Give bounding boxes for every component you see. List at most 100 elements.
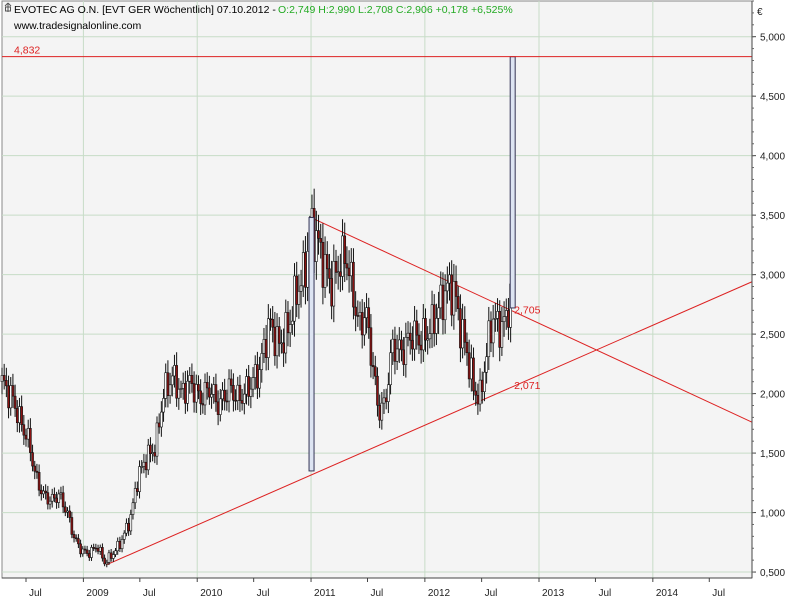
candle-body: [413, 320, 416, 350]
candle-body: [489, 320, 493, 344]
candle-body: [496, 311, 499, 319]
candle-body: [367, 307, 371, 329]
candle-body: [162, 398, 165, 413]
candle-body: [422, 318, 425, 351]
currency-symbol: €: [757, 7, 763, 18]
candle-body: [419, 344, 423, 351]
chart-title: EVOTEC AG O.N. [EVT GER Wöchentlich] 07.…: [14, 4, 276, 16]
candle-body: [273, 326, 277, 357]
x-tick-label: 2014: [656, 588, 679, 599]
candle-body: [57, 493, 61, 503]
candle-body: [7, 385, 10, 409]
candle-body: [179, 388, 183, 390]
x-tick-label: Jul: [485, 588, 498, 599]
candle-body: [491, 318, 495, 344]
candle-body: [18, 406, 21, 424]
candle-body: [247, 376, 250, 397]
candle-body: [29, 428, 32, 453]
candle-body: [116, 540, 119, 552]
candle-body: [360, 312, 364, 336]
candle-body: [2, 375, 6, 381]
candle-body: [325, 254, 329, 270]
candle-body: [13, 395, 17, 409]
candle-body: [301, 252, 305, 287]
horizontal-line-label: 4,832: [14, 45, 40, 57]
candle-body: [33, 465, 37, 472]
candle-body: [107, 552, 111, 563]
trendline-support[interactable]: [105, 281, 753, 566]
candle-body: [122, 532, 126, 540]
trendline-resistance[interactable]: [310, 217, 753, 423]
candle-body: [15, 408, 19, 424]
candle-body: [72, 534, 76, 539]
candle-body: [435, 318, 438, 334]
plot-area: [1, 0, 753, 579]
candle-body: [480, 379, 484, 393]
website-label: www.tradesignalonline.com: [13, 20, 141, 32]
candle-body: [304, 252, 307, 288]
candle-body: [397, 339, 401, 350]
x-tick-label: Jul: [29, 588, 42, 599]
candle-body: [144, 461, 148, 471]
candle-body: [214, 384, 218, 403]
candle-body: [363, 317, 366, 336]
candle-body: [258, 369, 261, 389]
candle-body: [417, 334, 421, 346]
candle-body: [70, 517, 74, 535]
candle-body: [173, 365, 176, 377]
candle-body: [430, 304, 434, 334]
candle-body: [373, 366, 377, 377]
candle-body: [317, 230, 320, 239]
candle-body: [459, 308, 462, 349]
candle-body: [339, 271, 342, 277]
candle-body: [125, 522, 128, 534]
candle-body: [297, 290, 301, 305]
candle-body: [164, 372, 168, 399]
candle-body: [153, 452, 157, 457]
candle-body: [225, 400, 229, 403]
candle-body: [293, 275, 296, 322]
candle-body: [114, 550, 117, 555]
value-annotation: 2,071: [514, 380, 540, 392]
candle-body: [343, 235, 347, 264]
candle-body: [271, 319, 274, 328]
candle-body: [275, 326, 279, 357]
candle-body: [186, 380, 189, 404]
candle-body: [79, 543, 82, 555]
candle-body: [498, 311, 502, 348]
candle-body: [170, 375, 174, 386]
candle-body: [136, 488, 139, 492]
candle-body: [393, 338, 397, 362]
candle-body: [426, 338, 429, 341]
y-tick-label: 1,500: [760, 449, 785, 460]
candle-body: [371, 365, 375, 368]
candle-body: [232, 385, 235, 401]
x-tick-label: Jul: [257, 588, 270, 599]
y-tick-label: 3,500: [760, 211, 785, 222]
candle-body: [432, 304, 436, 334]
x-tick-label: Jul: [598, 588, 611, 599]
candle-body: [218, 398, 222, 415]
candle-body: [470, 357, 473, 380]
candle-body: [194, 384, 198, 403]
candle-body: [83, 548, 87, 551]
candle-body: [269, 318, 272, 321]
candle-body: [448, 274, 451, 284]
x-tick-label: 2012: [428, 588, 451, 599]
candle-body: [323, 254, 327, 288]
x-tick-label: Jul: [370, 588, 383, 599]
candle-body: [96, 547, 100, 552]
candle-body: [98, 547, 102, 552]
candle-body: [221, 389, 224, 400]
expand-icon[interactable]: [4, 2, 12, 12]
spike-bar: [509, 56, 516, 309]
candle-body: [118, 540, 122, 550]
candle-body: [101, 547, 104, 559]
candle-body: [142, 461, 146, 467]
candle-body: [53, 493, 56, 499]
candle-body: [504, 310, 508, 317]
y-tick-label: 3,000: [760, 271, 785, 282]
candle-body: [299, 285, 303, 292]
y-tick-label: 2,000: [760, 390, 785, 401]
